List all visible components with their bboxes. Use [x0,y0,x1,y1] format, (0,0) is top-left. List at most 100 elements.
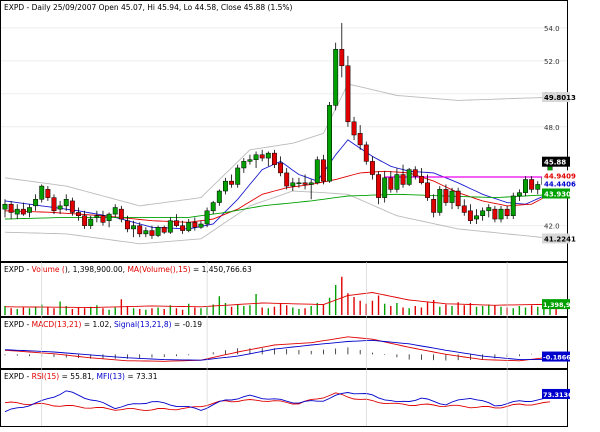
candle-body [480,210,486,216]
candle-body [131,225,137,230]
candle-body [88,218,94,226]
candle-body [76,212,81,216]
macd-lines [4,336,551,362]
volume-tag-label: 1,398,900 [543,301,580,309]
macd-panel-header: EXPD - MACD(13,21) = 1.02, Signal(13,21,… [4,320,202,329]
candle-body [406,169,412,185]
upper-band-line [4,83,551,207]
candle-body [2,203,8,210]
candle-body [455,190,461,207]
rsi-tag-bg [542,388,570,399]
price-tag-bg [542,156,570,167]
header-part: Signal(13,21,8) [114,320,172,329]
header-part: RSI(15) [32,372,60,381]
candle-body [118,208,124,220]
candle-body [112,207,118,215]
blue-ma-line [4,139,551,230]
candle-body [327,105,333,182]
price-tag-label: 41.2241 [544,235,576,243]
header-part: EXPD - [4,265,32,274]
rsi-panel-header: EXPD - RSI(15) = 55.81, MFI(13) = 73.31 [4,372,158,381]
header-part: EXPD - [4,320,32,329]
candle-body [94,215,100,218]
candle-body [180,225,186,231]
candle-body [161,227,167,233]
candle-body [357,133,363,146]
candle-body [198,223,204,228]
candle-body [437,189,443,213]
candle-body [222,180,228,192]
candle-body [284,172,290,187]
candle-body [504,208,510,216]
volume-panel-header: EXPD - Volume (), 1,398,900.00, MA(Volum… [4,265,252,274]
header-part: = 1.02, [81,320,114,329]
price-tick-label: 54.0 [544,25,560,33]
candle-body [290,182,296,187]
rsi-panel-frame [0,369,568,427]
macd-tags: -0.186614 [542,351,580,362]
candle-body [186,222,192,231]
candle-body [369,161,375,175]
candle-body [149,230,155,236]
macd-series-line [4,336,551,362]
candle-body [382,177,388,198]
volume-tags: 1,398,900 [542,299,580,310]
candle-body [82,215,88,226]
candle-body [474,215,479,220]
price-tick-label: 52.0 [544,58,560,66]
candle-body [461,205,467,213]
header-part: = 1,450,766.63 [191,265,252,274]
candle-body [363,144,369,162]
candle-body [388,177,394,190]
rsi-series-line [4,392,551,412]
rsi-tags: 73.3136 [542,388,573,399]
candle-body [247,159,253,162]
candle-body [57,205,63,210]
candle-body [523,179,528,193]
candle-body [100,215,106,223]
candle-body [39,185,45,200]
candle-body [351,121,357,136]
candle-body [314,159,320,184]
candle-body [241,161,247,169]
candle-body [333,49,339,106]
macd-tag-bg [542,351,570,362]
candle-body [492,208,498,220]
price-gridlines [1,27,567,227]
macd-tag-label: -0.186614 [543,354,580,362]
candle-body [339,49,345,67]
price-tag-label: 43.9303 [544,191,576,199]
candle-body [143,230,149,235]
candle-body [467,210,473,221]
candle-body [529,179,535,190]
price-tick-label: 48.0 [544,124,560,132]
candle-body [296,182,302,185]
price-tag-bg [542,233,570,244]
candle-body [271,152,277,165]
candle-body [167,220,173,233]
header-part: Volume ( [32,265,65,274]
candle-body [106,213,112,221]
volume-ma-polyline [5,292,551,308]
candle-body [308,182,314,185]
candle-body [498,208,504,220]
candle-body [63,199,69,207]
candle-body [210,202,216,212]
candle-body [535,184,541,190]
price-tick-label: 42.0 [544,223,560,231]
candle-body [174,220,179,226]
month-separators [41,262,508,426]
candle-body [45,189,51,198]
candle-body [51,197,57,212]
candle-body [265,152,271,159]
candle-body [394,174,400,190]
candle-body [33,199,39,207]
candle-body [278,162,284,174]
header-part: EXPD - [4,372,32,381]
rsi-mfi-lines [4,390,551,413]
candle-body [412,169,418,177]
price-tag-label: 44.4406 [544,181,576,189]
price-tag-label: 45.88 [544,159,566,167]
